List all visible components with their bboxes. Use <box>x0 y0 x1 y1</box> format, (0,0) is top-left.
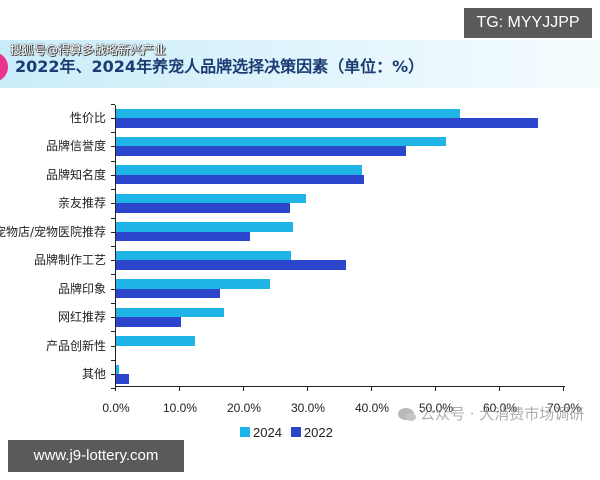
y-tick <box>111 317 115 318</box>
x-tick-label: 10.0% <box>162 401 198 415</box>
bar-2024 <box>116 222 294 232</box>
bar-2022 <box>116 374 129 384</box>
category-label: 亲友推荐 <box>57 196 106 211</box>
bar-2024 <box>116 250 291 261</box>
y-tick <box>111 132 115 133</box>
bar-2024 <box>116 165 363 175</box>
bar-2022 <box>116 118 538 128</box>
category-label: 性价比 <box>69 111 106 125</box>
bar-2024 <box>116 193 307 204</box>
category-label: 品牌信誉度 <box>45 139 106 154</box>
chart-legend: 2024 2022 <box>240 424 342 440</box>
bar-2024 <box>116 336 196 346</box>
x-tick <box>563 387 564 391</box>
y-tick <box>111 189 115 190</box>
y-tick <box>111 346 115 347</box>
category-label: 产品创新性 <box>45 338 106 353</box>
legend-item-2024: 2024 <box>240 425 282 440</box>
legend-label-2022: 2022 <box>303 424 333 440</box>
legend-item-2022: 2022 <box>290 424 333 440</box>
x-tick <box>371 387 372 391</box>
x-tick <box>243 387 244 391</box>
y-tick <box>111 146 115 147</box>
y-tick <box>111 289 115 290</box>
chart-title: 2022年、2024年养宠人品牌选择决策因素（单位：%） <box>15 57 425 76</box>
x-tick-label: 30.0% <box>290 401 326 415</box>
x-tick <box>435 387 436 391</box>
category-label: 宠物店/宠物医院推荐 <box>0 224 106 239</box>
bar-2022 <box>116 146 406 156</box>
bar-2024 <box>116 108 461 118</box>
y-tick <box>111 104 115 105</box>
category-label: 其他 <box>81 367 106 382</box>
x-tick-label: 20.0% <box>226 401 262 415</box>
y-tick <box>111 118 115 119</box>
site-badge: www.j9-lottery.com <box>8 440 184 472</box>
x-tick-label: 60.0% <box>482 401 518 415</box>
y-tick <box>111 218 115 219</box>
x-tick <box>115 387 116 391</box>
x-axis <box>115 386 565 387</box>
bar-2022 <box>116 231 251 242</box>
bar-2022 <box>116 203 291 213</box>
banner-decoration-icon <box>0 52 8 82</box>
x-tick-label: 40.0% <box>354 401 390 415</box>
category-label: 品牌印象 <box>57 281 106 296</box>
bar-2024 <box>116 364 119 375</box>
bar-2024 <box>116 279 271 289</box>
y-tick <box>111 388 115 389</box>
legend-label-2024: 2024 <box>253 424 282 440</box>
x-tick <box>307 387 308 391</box>
y-tick <box>111 303 115 304</box>
category-label: 品牌制作工艺 <box>33 253 106 268</box>
y-axis <box>115 105 116 387</box>
y-tick <box>111 175 115 176</box>
x-tick <box>499 387 500 391</box>
x-tick-label: 0.0% <box>102 401 130 415</box>
title-banner: 搜狐号@得算多战略新兴产业 2022年、2024年养宠人品牌选择决策因素（单位：… <box>0 40 600 88</box>
y-tick <box>111 274 115 275</box>
category-label: 网红推荐 <box>57 310 106 325</box>
tg-badge: TG: MYYJJPP <box>464 8 592 38</box>
bar-2022 <box>116 317 182 327</box>
y-tick <box>111 331 115 332</box>
y-tick <box>111 161 115 162</box>
bar-2024 <box>116 307 224 318</box>
category-label: 品牌知名度 <box>45 167 106 182</box>
y-tick <box>111 203 115 204</box>
y-tick <box>111 360 115 361</box>
y-tick <box>111 232 115 233</box>
wechat-watermark: 公众号 · 大消费市场调研 <box>398 403 584 424</box>
wechat-icon <box>398 407 416 421</box>
banner-watermark: 搜狐号@得算多战略新兴产业 <box>10 43 167 57</box>
bar-2022 <box>116 288 221 299</box>
x-tick-label: 50.0% <box>418 401 454 415</box>
y-tick <box>111 374 115 375</box>
x-tick <box>179 387 180 391</box>
y-tick <box>111 260 115 261</box>
bar-2022 <box>116 174 365 185</box>
wechat-watermark-text: 公众号 · 大消费市场调研 <box>420 405 585 423</box>
bar-2022 <box>116 260 347 270</box>
bar-2024 <box>116 136 447 147</box>
y-tick <box>111 246 115 247</box>
legend-swatch-2024 <box>240 427 250 437</box>
legend-swatch-2022 <box>290 427 301 437</box>
x-tick-label: 70.0% <box>546 401 582 415</box>
